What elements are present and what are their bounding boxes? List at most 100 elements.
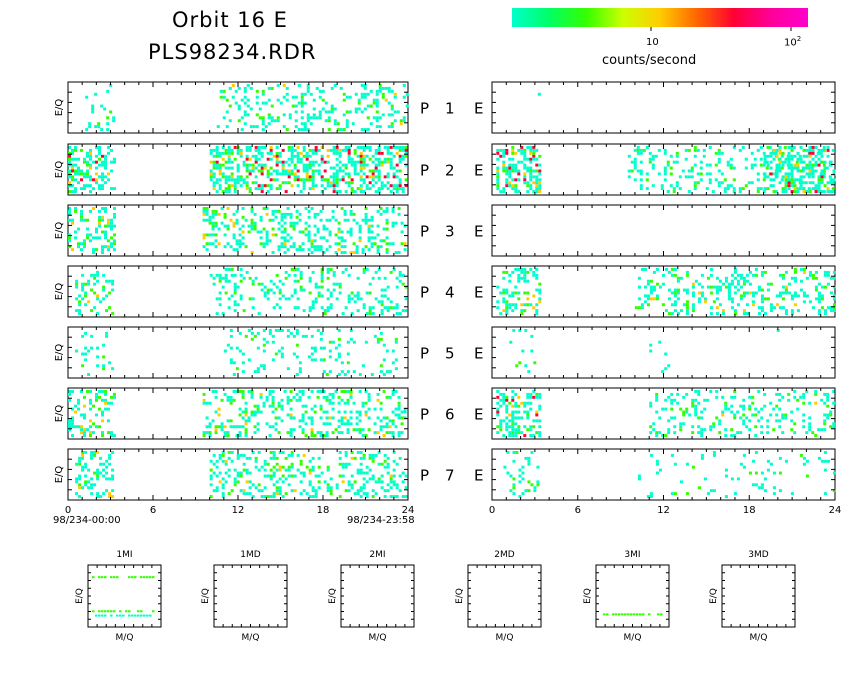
panel-left-3-cell — [241, 215, 245, 219]
panel-left-7-cell — [93, 483, 97, 487]
panel-right-7-cell — [712, 489, 716, 493]
panel-left-7-cell — [326, 465, 330, 469]
panel-left-1-cell — [390, 107, 394, 111]
panel-right-4-cell — [637, 285, 641, 289]
panel-right-6-cell — [496, 390, 500, 393]
panel-left-6-cell — [274, 416, 278, 420]
panel-left-4-cell — [332, 273, 336, 277]
panel-right-2-cell — [763, 160, 767, 164]
panel-left-3-cell — [80, 248, 83, 252]
panel-left-2-cell — [110, 169, 113, 173]
panel-right-6-cell — [673, 425, 677, 429]
panel-left-2-cell — [260, 169, 264, 173]
panel-right-2-cell — [651, 166, 655, 170]
panel-right-4-cell — [523, 273, 527, 277]
panel-left-2-cell — [293, 172, 297, 176]
panel-left-2-cell — [377, 157, 381, 161]
panel-left-2-cell — [83, 160, 86, 164]
panel-left-1-cell — [294, 104, 298, 108]
panel-left-2-cell — [344, 146, 348, 149]
panel-right-2-cell — [681, 169, 685, 173]
panel-right-4-cell — [532, 270, 536, 274]
panel-left-7-cell — [239, 474, 243, 478]
panel-right-2-cell — [511, 184, 515, 188]
panel-right-5 — [491, 326, 836, 379]
panel-left-2-cell — [275, 146, 279, 149]
panel-left-6-cell — [95, 413, 98, 417]
panel-right-4-cell — [637, 276, 641, 280]
panel-left-5-cell — [328, 370, 332, 374]
panel-left-7-cell — [371, 495, 375, 498]
panel-left-7-cell — [374, 492, 378, 496]
panel-left-6-cell — [364, 413, 368, 417]
panel-right-4-cell — [832, 294, 836, 298]
panel-left-1-cell — [106, 122, 110, 126]
panel-right-4-cell — [511, 294, 515, 298]
mass-panel-2md-ylabel: E/Q — [455, 588, 465, 604]
panel-right-4-cell — [715, 291, 719, 295]
panel-left-5-cell — [262, 343, 266, 347]
panel-left-1-cell — [360, 92, 364, 96]
panel-left-6-cell — [77, 401, 80, 405]
panel-right-4-cell — [658, 285, 662, 289]
panel-left-2-cell — [386, 172, 390, 176]
panel-left-2-cell — [269, 148, 273, 152]
panel-right-6-cell — [709, 428, 713, 432]
panel-left-3-cell — [277, 227, 281, 231]
panel-left-5-cell — [364, 340, 368, 344]
panel-right-2-cell — [723, 187, 727, 191]
panel-right-5-cell — [524, 329, 528, 332]
panel-right-6-cell — [655, 410, 659, 414]
mass-panel-2md — [467, 564, 542, 628]
panel-left-7-cell — [248, 471, 252, 475]
panel-right-6-cell — [685, 410, 689, 414]
panel-right-4-cell — [832, 276, 836, 280]
panel-right-2-cell — [538, 154, 542, 158]
panel-left-4-cell — [108, 279, 112, 283]
panel-left-2-cell — [395, 187, 399, 191]
panel-right-6-cell — [721, 410, 725, 414]
panel-left-1-cell — [297, 101, 301, 105]
panel-right-4-cell — [643, 268, 647, 271]
panel-right-4-cell — [679, 276, 683, 280]
panel-left-2-cell — [371, 169, 375, 173]
panel-left-7-cell — [263, 495, 267, 498]
panel-right-4-cell — [685, 288, 689, 292]
panel-left-7-cell — [78, 495, 82, 498]
panel-left-4-cell — [105, 309, 109, 313]
panel-right-4-cell — [673, 273, 677, 277]
panel-right-2-cell — [538, 190, 542, 193]
panel-right-6-cell — [823, 422, 827, 426]
panel-right-6-cell — [532, 434, 536, 437]
panel-left-4-cell — [218, 291, 222, 295]
panel-left-3-cell — [307, 224, 311, 228]
panel-left-3-cell — [367, 230, 371, 234]
panel-left-2-cell — [89, 151, 92, 155]
mass-panel-1mi-cell — [143, 614, 146, 617]
panel-left-7-cell — [90, 451, 94, 454]
panel-left-6-cell — [289, 428, 293, 432]
panel-left-4-cell — [78, 300, 82, 304]
panel-right-2-cell — [808, 154, 812, 158]
panel-left-2-cell — [266, 175, 270, 179]
panel-left-1-cell — [330, 86, 334, 90]
panel-right-2-cell — [802, 166, 806, 170]
panel-left-2-cell — [368, 146, 372, 149]
panel-left-2-cell — [344, 148, 348, 152]
panel-right-2-cell — [750, 163, 754, 167]
mass-panel-1mi-cell — [152, 576, 155, 579]
panel-right-2-cell — [687, 190, 691, 193]
panel-left-5-cell — [337, 329, 341, 332]
panel-right-4-cell — [709, 285, 713, 289]
panel-left-2-cell — [269, 172, 273, 176]
panel-right-6-cell — [709, 390, 713, 393]
panel-left-7-cell — [350, 486, 354, 490]
panel-left-6-cell — [253, 431, 257, 435]
panel-left-7-cell — [215, 474, 219, 478]
panel-left-7-cell — [96, 468, 100, 472]
panel-left-4-cell — [338, 285, 342, 289]
panel-left-6-cell — [77, 407, 80, 411]
panel-left-6-cell — [310, 419, 314, 423]
panel-right-4-cell — [781, 285, 785, 289]
panel-left-5-cell — [322, 358, 326, 362]
